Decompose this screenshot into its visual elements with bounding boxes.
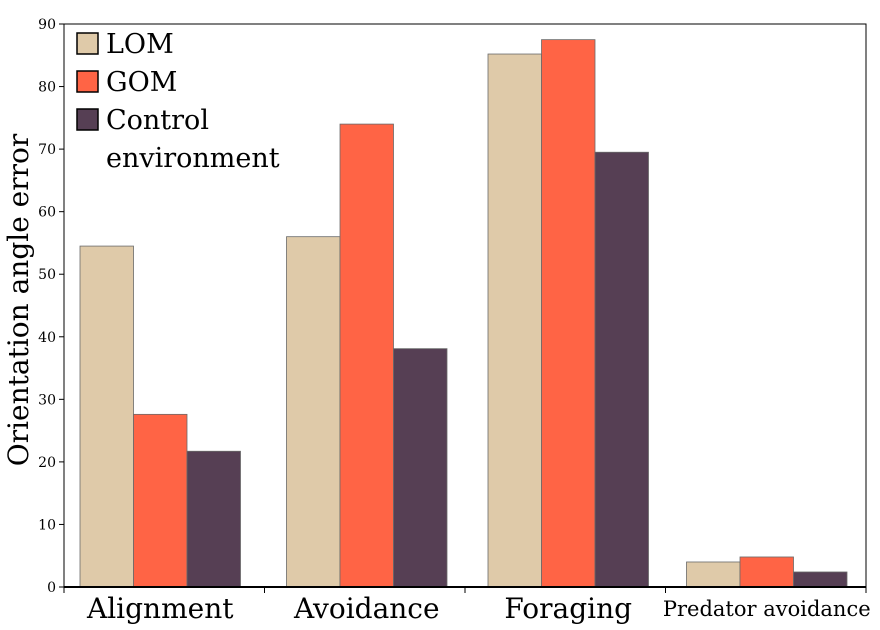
y-tick-label: 10 [38, 517, 56, 533]
y-tick-label: 60 [38, 205, 56, 221]
y-tick-label: 50 [38, 267, 56, 283]
legend: LOM GOM Control environment [76, 29, 280, 174]
legend-label-control-environment-line-1: Control [106, 105, 209, 136]
y-tick-label: 70 [38, 142, 56, 158]
bar-gom-alignment [133, 413, 188, 588]
legend-label-control-environment-line-2: environment [106, 143, 280, 174]
bar-control-environment-foraging [594, 151, 649, 588]
bar-lom-predator-avoidance [686, 561, 741, 588]
bar-lom-foraging [487, 53, 542, 588]
bar-gom-avoidance [339, 123, 394, 588]
bar-gom-foraging [541, 39, 596, 588]
legend-label-gom: GOM [106, 67, 177, 98]
legend-swatch-control-environment [76, 108, 99, 131]
y-tick-label: 0 [47, 580, 56, 596]
x-tick-label-avoidance: Avoidance [293, 592, 440, 625]
y-tick-label: 20 [38, 455, 56, 471]
y-axis-label: Orientation angle error [2, 133, 35, 466]
legend-swatch-gom [76, 70, 99, 93]
y-tick-label: 40 [38, 330, 56, 346]
bar-control-environment-predator-avoidance [793, 571, 848, 588]
x-tick-label-foraging: Foraging [504, 592, 632, 625]
legend-label-lom: LOM [106, 29, 174, 60]
axes-layer: 0 10 20 30 40 50 60 70 80 90 Alignment Avoidance For… [38, 17, 870, 625]
x-tick-label-alignment: Alignment [86, 592, 234, 625]
bar-lom-alignment [79, 245, 134, 588]
bar-gom-predator-avoidance [739, 556, 794, 588]
bar-lom-avoidance [286, 236, 341, 588]
legend-swatch-lom [76, 32, 99, 55]
y-tick-label: 30 [38, 392, 56, 408]
bars-layer [79, 39, 848, 588]
y-tick-label: 90 [38, 17, 56, 33]
bar-control-environment-avoidance [393, 348, 448, 588]
y-tick-label: 80 [38, 80, 56, 96]
x-tick-label-predator-avoidance: Predator avoidance [663, 597, 871, 621]
bar-control-environment-alignment [186, 450, 241, 588]
